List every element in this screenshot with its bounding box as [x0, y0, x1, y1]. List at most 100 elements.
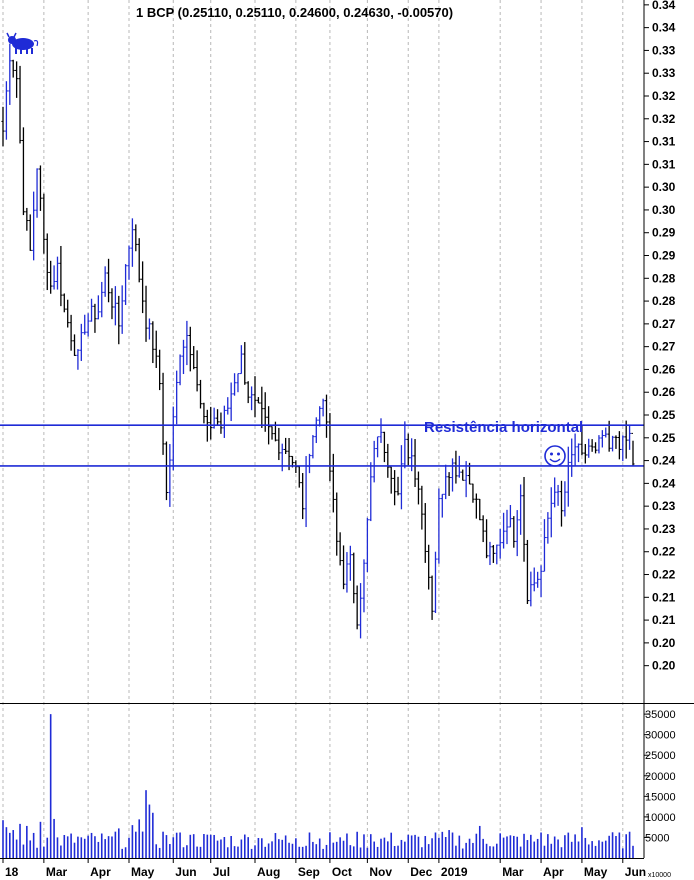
y-tick-label: 0.21: [652, 590, 676, 604]
price-bar: [365, 517, 369, 573]
price-bar: [18, 65, 22, 144]
price-bar: [382, 431, 387, 463]
price-bar: [168, 444, 172, 507]
price-bar: [587, 438, 591, 458]
price-bar: [32, 191, 36, 261]
price-bar: [352, 552, 356, 604]
price-bar: [604, 427, 608, 438]
price-bar: [542, 519, 547, 572]
price-bar: [610, 435, 615, 452]
price-bar: [151, 321, 155, 364]
price-bar: [471, 483, 475, 503]
price-bar: [147, 318, 152, 340]
x-tick-label: May: [131, 865, 155, 879]
price-bar: [4, 81, 9, 140]
x-tick-label: 18: [5, 865, 19, 879]
price-bar: [113, 286, 117, 326]
price-bar: [614, 435, 618, 449]
price-bar: [11, 59, 15, 78]
price-bar: [243, 342, 247, 385]
price-bar: [215, 409, 220, 425]
y-tick-label: 0.32: [652, 89, 676, 103]
price-bar: [127, 245, 131, 280]
price-bar: [66, 299, 70, 328]
price-bar: [123, 264, 128, 306]
price-bar: [324, 394, 329, 438]
price-bar: [621, 435, 625, 462]
y-tick-label: 0.30: [652, 180, 676, 194]
price-bar: [79, 323, 83, 361]
price-bar: [134, 224, 138, 252]
price-bar: [103, 266, 107, 297]
price-bar: [100, 281, 104, 318]
price-bar: [195, 350, 199, 392]
price-bar: [21, 127, 26, 216]
price-bar: [120, 285, 124, 334]
y-tick-label: 0.21: [652, 613, 676, 627]
price-bar: [93, 303, 97, 333]
price-bar: [559, 480, 564, 527]
volume-tick-label: 20000: [645, 771, 676, 783]
price-bar: [55, 256, 60, 290]
volume-bars: [2, 714, 634, 858]
y-tick-label: 0.29: [652, 249, 676, 263]
y-tick-label: 0.20: [652, 659, 676, 673]
price-bar: [284, 437, 288, 455]
price-bar: [461, 469, 465, 481]
price-bar: [35, 168, 39, 218]
y-tick-label: 0.26: [652, 362, 676, 376]
price-bar: [15, 61, 19, 98]
price-bar: [413, 439, 417, 488]
price-bar: [444, 464, 448, 500]
price-bar: [348, 545, 352, 581]
annotation-label: Resistência horizontal: [424, 419, 583, 436]
price-bar: [72, 334, 77, 356]
price-bar: [454, 450, 458, 484]
price-bar: [25, 207, 29, 231]
price-bar: [597, 435, 601, 454]
y-tick-label: 0.27: [652, 317, 676, 331]
price-bar: [423, 503, 427, 563]
y-tick-label: 0.32: [652, 112, 676, 126]
price-bar: [464, 461, 468, 498]
price-bar: [566, 446, 570, 507]
price-bar: [59, 245, 63, 307]
price-bar: [52, 265, 56, 290]
price-bar: [45, 233, 49, 291]
price-bar: [430, 575, 434, 620]
volume-tick-label: 5000: [645, 832, 669, 844]
price-bar: [1, 106, 5, 147]
price-bar: [450, 458, 455, 492]
price-bar: [42, 193, 46, 254]
price-bar: [219, 412, 223, 434]
y-tick-label: 0.34: [652, 0, 676, 12]
price-bar: [362, 559, 366, 613]
price-bar: [389, 466, 393, 494]
price-bar: [277, 427, 281, 461]
price-bar: [117, 295, 121, 345]
price-bar: [86, 313, 90, 337]
x-tick-label: 2019: [441, 865, 468, 879]
y-tick-label: 0.33: [652, 43, 676, 57]
price-bar: [355, 585, 359, 630]
price-bar: [158, 349, 162, 391]
price-bar: [563, 481, 567, 517]
price-bar: [393, 470, 397, 506]
price-bar: [600, 430, 604, 448]
price-bar: [171, 406, 175, 471]
price-bar: [399, 445, 404, 510]
price-bar: [249, 386, 254, 411]
y-tick-label: 0.26: [652, 385, 676, 399]
price-bar: [144, 285, 148, 342]
price-bar: [287, 438, 291, 471]
price-bar: [89, 298, 94, 322]
price-bar: [576, 443, 581, 463]
price-bar: [427, 544, 431, 590]
smiley-icon: [544, 445, 566, 467]
y-tick-label: 0.23: [652, 522, 676, 536]
price-bar: [553, 477, 557, 508]
